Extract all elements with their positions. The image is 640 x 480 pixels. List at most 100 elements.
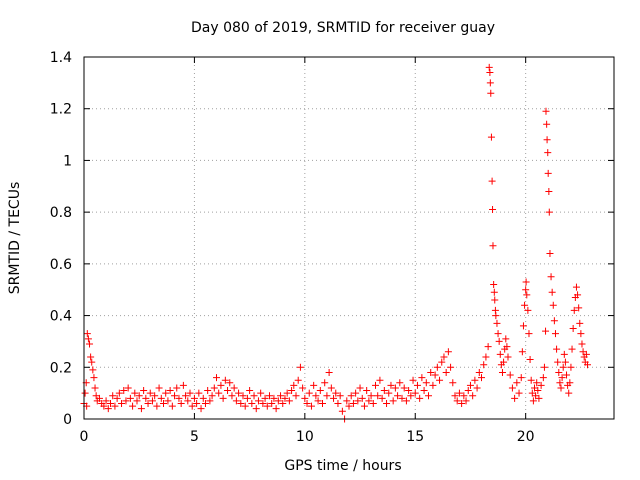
data-point bbox=[241, 402, 249, 410]
data-point bbox=[338, 407, 346, 415]
data-point bbox=[462, 397, 470, 405]
data-point bbox=[402, 397, 410, 405]
grid-lines bbox=[84, 57, 614, 419]
data-point bbox=[473, 384, 481, 392]
data-point bbox=[451, 392, 459, 400]
data-point bbox=[494, 330, 502, 338]
data-point bbox=[447, 363, 455, 371]
data-point bbox=[464, 387, 472, 395]
data-point bbox=[449, 379, 457, 387]
data-point bbox=[508, 384, 516, 392]
data-point bbox=[492, 312, 500, 320]
data-point bbox=[584, 361, 591, 369]
data-point bbox=[360, 402, 368, 410]
data-point bbox=[572, 283, 580, 291]
data-point bbox=[281, 394, 289, 402]
data-point bbox=[325, 368, 333, 376]
data-point bbox=[546, 250, 554, 258]
data-point bbox=[188, 402, 196, 410]
data-point bbox=[471, 376, 479, 384]
data-point bbox=[405, 387, 413, 395]
data-point bbox=[561, 358, 569, 366]
data-point bbox=[314, 397, 322, 405]
data-point bbox=[133, 397, 141, 405]
data-point bbox=[321, 379, 329, 387]
data-point bbox=[575, 304, 583, 312]
data-point bbox=[87, 353, 95, 361]
data-point bbox=[356, 384, 364, 392]
data-point bbox=[539, 374, 547, 382]
data-point bbox=[427, 368, 435, 376]
y-tick-label: 0.2 bbox=[50, 360, 72, 376]
data-point bbox=[213, 374, 220, 382]
data-point bbox=[224, 387, 232, 395]
data-point bbox=[496, 350, 504, 358]
data-point bbox=[336, 392, 344, 400]
data-point bbox=[372, 381, 379, 389]
plot-frame bbox=[83, 56, 615, 420]
data-point bbox=[230, 384, 238, 392]
data-point bbox=[542, 327, 550, 335]
data-point bbox=[197, 405, 205, 413]
y-tick-label: 0 bbox=[63, 412, 72, 428]
data-point bbox=[503, 343, 511, 351]
data-point bbox=[543, 136, 551, 144]
data-point bbox=[115, 389, 123, 397]
data-point bbox=[126, 394, 134, 402]
data-point bbox=[175, 394, 183, 402]
data-point bbox=[122, 397, 130, 405]
data-point bbox=[416, 394, 424, 402]
data-point bbox=[569, 325, 577, 332]
data-point bbox=[486, 79, 494, 87]
data-point bbox=[166, 387, 174, 395]
data-point bbox=[327, 384, 335, 392]
data-point bbox=[493, 319, 501, 327]
data-point bbox=[570, 306, 578, 314]
data-point bbox=[195, 389, 203, 397]
data-point bbox=[113, 394, 121, 402]
data-point bbox=[206, 397, 214, 405]
data-point bbox=[319, 399, 326, 407]
data-point bbox=[567, 363, 575, 371]
data-point bbox=[568, 345, 576, 353]
data-point bbox=[274, 397, 282, 405]
data-point bbox=[487, 133, 495, 141]
data-point bbox=[411, 389, 419, 397]
data-point bbox=[358, 394, 366, 402]
data-point bbox=[232, 397, 240, 405]
data-point bbox=[171, 392, 179, 400]
data-point bbox=[345, 402, 353, 410]
data-point bbox=[330, 394, 338, 402]
data-point bbox=[527, 376, 535, 384]
data-point bbox=[529, 397, 537, 405]
data-point bbox=[537, 381, 545, 389]
data-point bbox=[495, 337, 503, 345]
data-point bbox=[272, 405, 280, 413]
data-point bbox=[522, 278, 530, 286]
data-point bbox=[164, 397, 172, 405]
data-point bbox=[551, 330, 559, 338]
data-point bbox=[102, 397, 110, 405]
data-point bbox=[559, 363, 567, 371]
data-point bbox=[283, 389, 291, 397]
data-point bbox=[352, 389, 360, 397]
data-point bbox=[526, 356, 534, 364]
data-point bbox=[146, 389, 154, 397]
data-point bbox=[369, 399, 377, 407]
data-point bbox=[104, 405, 112, 413]
data-point bbox=[270, 394, 278, 402]
data-point bbox=[556, 379, 564, 387]
data-point bbox=[148, 397, 156, 405]
data-point bbox=[524, 306, 532, 314]
data-point bbox=[466, 381, 474, 389]
data-point bbox=[557, 384, 565, 392]
data-point bbox=[387, 381, 395, 389]
data-point bbox=[535, 394, 543, 402]
data-point bbox=[316, 387, 324, 395]
y-tick-label: 0.4 bbox=[50, 309, 72, 325]
data-point bbox=[407, 392, 415, 400]
data-point bbox=[301, 394, 309, 402]
data-point bbox=[155, 384, 163, 392]
data-point bbox=[438, 358, 446, 366]
